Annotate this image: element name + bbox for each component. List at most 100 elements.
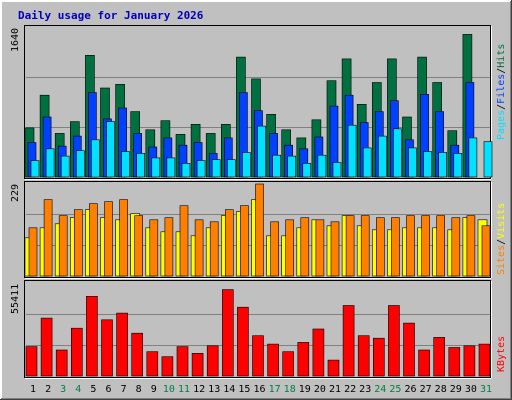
bar-sites-day-4 [74, 209, 83, 277]
bar-kbytes-day-26 [403, 322, 415, 377]
day-label-10: 10 [163, 384, 175, 395]
day-label-4: 4 [75, 384, 81, 395]
bar-kbytes-day-15 [237, 306, 249, 377]
bar-pages-day-2 [45, 148, 55, 178]
bar-kbytes-day-30 [463, 345, 476, 377]
bar-pages-day-27 [423, 151, 432, 178]
day-label-1: 1 [30, 384, 36, 395]
bar-sites-day-16 [255, 183, 264, 277]
day-label-12: 12 [193, 384, 205, 395]
bar-sites-day-27 [421, 215, 430, 277]
bar-pages-day-17 [272, 154, 281, 178]
bar-pages-day-28 [438, 152, 448, 178]
bar-pages-day-8 [136, 153, 145, 178]
bar-kbytes-day-28 [433, 337, 446, 377]
bar-pages-day-24 [377, 135, 387, 178]
bar-kbytes-day-4 [71, 327, 83, 377]
bar-sites-day-9 [149, 219, 159, 277]
bar-pages-day-26 [408, 147, 417, 178]
legend-kbytes: KBytes [496, 336, 507, 372]
bar-kbytes-day-29 [448, 347, 461, 377]
bar-sites-day-10 [164, 217, 174, 277]
bar-pages-day-20 [317, 154, 327, 178]
bar-kbytes-day-7 [116, 312, 128, 377]
bar-pages-day-7 [121, 151, 130, 178]
bar-kbytes-day-8 [131, 332, 143, 377]
bar-sites-day-5 [89, 203, 98, 277]
day-label-2: 2 [45, 384, 51, 395]
bar-sites-day-13 [209, 221, 219, 277]
day-label-31: 31 [480, 384, 492, 395]
bar-kbytes-day-25 [388, 305, 400, 377]
bar-kbytes-day-20 [312, 328, 325, 377]
bar-kbytes-day-2 [40, 317, 53, 377]
bar-pages-day-15 [242, 152, 251, 178]
bar-pages-day-5 [91, 139, 100, 178]
bar-pages-day-25 [393, 128, 402, 178]
legend-pages: Pages [496, 110, 507, 140]
day-label-17: 17 [269, 384, 281, 395]
day-label-21: 21 [329, 384, 341, 395]
bar-sites-day-12 [194, 219, 204, 277]
day-label-20: 20 [314, 384, 326, 395]
day-label-6: 6 [105, 384, 111, 395]
bar-sites-day-6 [104, 201, 113, 277]
bar-pages-day-13 [211, 159, 221, 178]
bar-kbytes-day-6 [101, 319, 113, 377]
bar-pages-day-21 [332, 162, 342, 178]
bar-sites-day-30 [466, 215, 476, 277]
bars [24, 34, 493, 377]
bar-kbytes-day-14 [222, 289, 234, 377]
bar-sites-day-19 [300, 217, 310, 277]
bar-sites-day-26 [406, 215, 415, 277]
bar-pages-day-22 [347, 124, 357, 178]
bar-sites-day-22 [345, 215, 355, 277]
bar-kbytes-day-23 [357, 335, 370, 377]
legend-visits-sites: Sites/Visits [496, 203, 507, 275]
legend-sep-1: / [496, 104, 507, 110]
day-label-7: 7 [121, 384, 127, 395]
bar-pages-day-4 [76, 150, 85, 178]
bar-pages-day-9 [151, 157, 161, 178]
bar-pages-day-6 [106, 121, 115, 178]
bar-kbytes-day-21 [327, 359, 340, 377]
legend-files: Files [496, 74, 507, 104]
bar-sites-day-18 [285, 219, 295, 277]
legend-sep-2: / [496, 68, 507, 74]
day-label-23: 23 [359, 384, 371, 395]
bar-kbytes-day-31 [478, 343, 491, 377]
day-label-22: 22 [344, 384, 356, 395]
bar-sites-day-1 [28, 227, 38, 277]
legend-hits: Hits [496, 44, 507, 68]
bar-sites-day-29 [451, 217, 461, 277]
day-label-26: 26 [404, 384, 416, 395]
day-label-25: 25 [389, 384, 401, 395]
bar-kbytes-day-10 [161, 356, 174, 377]
day-label-29: 29 [450, 384, 462, 395]
hits-max-label: 1640 [10, 28, 21, 52]
bar-pages-day-29 [453, 153, 463, 178]
bar-sites-day-2 [43, 199, 53, 277]
bar-pages-day-3 [60, 155, 70, 178]
bar-sites-day-17 [270, 221, 279, 277]
sites-max-label: 229 [10, 184, 21, 202]
day-label-24: 24 [374, 384, 386, 395]
bar-sites-day-14 [225, 209, 234, 277]
bar-pages-day-30 [468, 137, 478, 178]
bar-pages-day-18 [287, 155, 297, 178]
bar-kbytes-day-19 [297, 342, 310, 377]
bar-kbytes-day-27 [418, 349, 430, 377]
bar-sites-day-25 [391, 217, 400, 277]
bar-kbytes-day-24 [372, 337, 385, 377]
bar-kbytes-day-5 [86, 295, 98, 377]
bar-kbytes-day-12 [191, 352, 204, 377]
bar-sites-day-24 [375, 217, 385, 277]
day-label-9: 9 [151, 384, 157, 395]
bar-kbytes-day-17 [267, 343, 279, 377]
bar-sites-day-20 [315, 219, 325, 277]
legend-visits: Visits [496, 203, 507, 239]
bar-sites-day-15 [240, 205, 249, 277]
bar-kbytes-day-1 [25, 346, 38, 377]
day-label-3: 3 [60, 384, 66, 395]
